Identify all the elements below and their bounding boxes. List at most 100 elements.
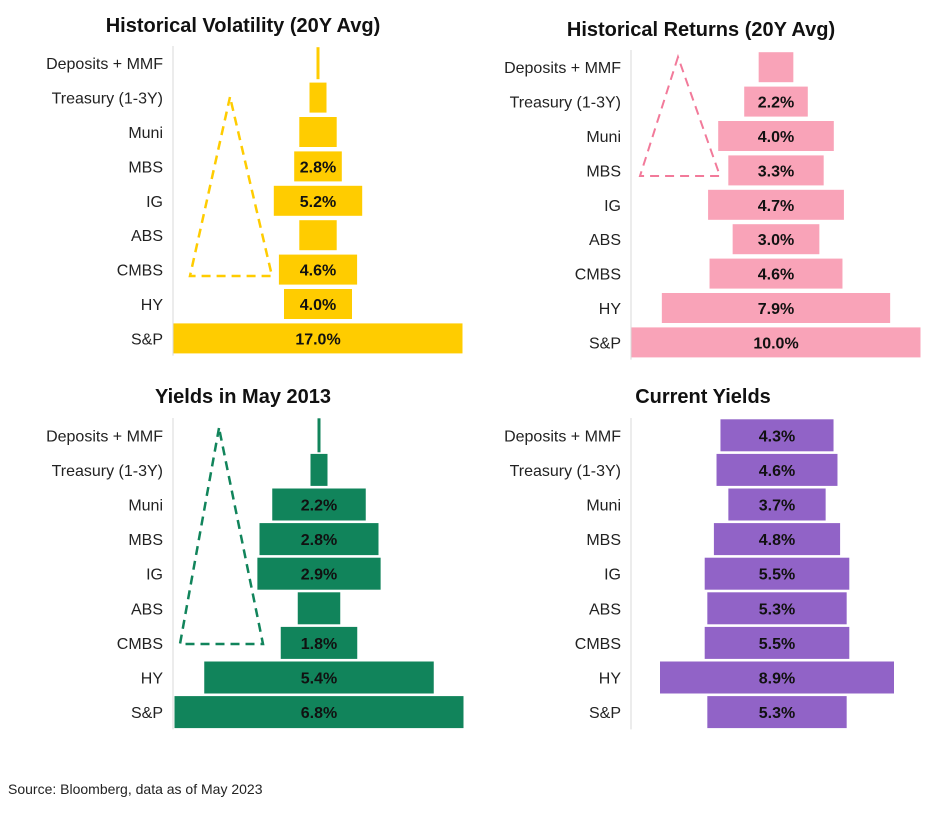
bar-data-label: 2.9% [301, 567, 337, 584]
bar-data-label: 4.0% [300, 297, 336, 314]
bar [316, 47, 320, 80]
category-tick-label: ABS [131, 228, 163, 245]
bar-data-label: 1.8% [301, 636, 337, 653]
bar [661, 293, 891, 323]
bar [708, 189, 844, 220]
bar [713, 523, 841, 556]
bar-data-label: 6.8% [301, 705, 337, 722]
category-tick-label: ABS [589, 601, 621, 618]
category-tick-label: Deposits + MMF [46, 56, 163, 73]
category-tick-label: Treasury (1-3Y) [510, 463, 621, 480]
panel-title: Yields in May 2013 [155, 386, 331, 408]
bar-data-label: 3.0% [758, 232, 794, 249]
bar-data-label: 4.0% [758, 129, 794, 146]
category-tick-label: Treasury (1-3Y) [52, 463, 163, 480]
bar [707, 696, 847, 729]
bar [704, 626, 850, 659]
category-tick-label: S&P [131, 705, 163, 722]
bar [299, 220, 337, 251]
bar-data-label: 4.3% [759, 428, 795, 445]
bar [257, 557, 381, 590]
chart-plot-volatility: Deposits + MMF Treasury (1-3Y) Muni MBS 2.8%… [46, 46, 463, 356]
bar [718, 121, 834, 151]
category-tick-label: Muni [586, 498, 621, 515]
category-tick-label: Muni [586, 129, 621, 146]
bar [173, 323, 463, 354]
category-tick-label: S&P [589, 335, 621, 352]
bar [278, 254, 358, 285]
category-tick-label: HY [141, 297, 164, 314]
category-tick-label: MBS [128, 159, 163, 176]
bar [728, 488, 826, 521]
panel-current-yields: Current Yields Deposits + MMF 4.3% Treasur… [504, 386, 894, 730]
bar [631, 327, 921, 358]
category-tick-label: Deposits + MMF [504, 428, 621, 445]
bar [309, 82, 327, 113]
bar-data-label: 5.5% [759, 636, 795, 653]
bar-data-label: 3.7% [759, 498, 795, 515]
bar-data-label: 4.8% [759, 532, 795, 549]
category-tick-label: Deposits + MMF [46, 428, 163, 445]
bar-data-label: 5.4% [301, 671, 337, 688]
bar-data-label: 4.6% [300, 263, 336, 280]
bar-data-label: 2.2% [758, 95, 794, 112]
dashed-triangle [638, 53, 722, 177]
bar [299, 117, 337, 147]
category-tick-label: HY [599, 671, 622, 688]
category-tick-label: IG [146, 194, 163, 211]
bar [744, 86, 808, 117]
bar-data-label: 3.3% [758, 163, 794, 180]
category-tick-label: IG [604, 567, 621, 584]
panel-title: Current Yields [635, 386, 771, 408]
bar-data-label: 5.2% [300, 194, 336, 211]
dashed-triangle [188, 96, 274, 278]
category-tick-label: MBS [586, 163, 621, 180]
bar-data-label: 4.7% [758, 198, 794, 215]
category-tick-label: CMBS [117, 636, 163, 653]
bar [259, 523, 379, 556]
bar [174, 696, 464, 729]
bar-data-label: 7.9% [758, 301, 794, 318]
bar [728, 155, 824, 186]
bar [660, 661, 894, 694]
bar-data-label: 2.2% [301, 498, 337, 515]
bar [704, 557, 850, 590]
category-tick-label: CMBS [117, 263, 163, 280]
bar-data-label: 8.9% [759, 671, 795, 688]
bar [707, 592, 847, 625]
bar [272, 488, 366, 521]
bar [284, 289, 352, 319]
panel-volatility: Historical Volatility (20Y Avg) Deposits… [46, 15, 463, 356]
bar-data-label: 5.5% [759, 567, 795, 584]
bar [720, 419, 834, 452]
category-tick-label: S&P [589, 705, 621, 722]
category-tick-label: MBS [128, 532, 163, 549]
panel-title: Historical Volatility (20Y Avg) [106, 15, 381, 37]
bar-data-label: 4.6% [759, 463, 795, 480]
bar [280, 626, 358, 659]
bar [758, 52, 794, 83]
panel-yields-2013: Yields in May 2013 Deposits + MMF Treasur… [46, 386, 464, 730]
panel-title: Historical Returns (20Y Avg) [567, 19, 835, 41]
bar [709, 258, 843, 289]
category-tick-label: Deposits + MMF [504, 60, 621, 77]
bar-data-label: 4.6% [758, 267, 794, 284]
chart-plot-returns: Deposits + MMF Treasury (1-3Y) 2.2% Muni 4.0… [504, 50, 921, 360]
bar [297, 592, 341, 625]
bar-data-label: 2.8% [301, 532, 337, 549]
category-tick-label: Muni [128, 498, 163, 515]
category-tick-label: CMBS [575, 636, 621, 653]
bar-data-label: 2.8% [300, 159, 336, 176]
category-tick-label: S&P [131, 331, 163, 348]
bar [294, 151, 342, 182]
bar [310, 453, 328, 486]
bar-data-label: 10.0% [753, 335, 798, 352]
category-tick-label: MBS [586, 532, 621, 549]
category-tick-label: CMBS [575, 267, 621, 284]
bar-data-label: 17.0% [295, 331, 340, 348]
bar [317, 418, 321, 453]
category-tick-label: Treasury (1-3Y) [510, 95, 621, 112]
chart-plot-current-yields: Deposits + MMF 4.3% Treasury (1-3Y) 4.6% Mun… [504, 418, 894, 730]
category-tick-label: HY [141, 671, 164, 688]
